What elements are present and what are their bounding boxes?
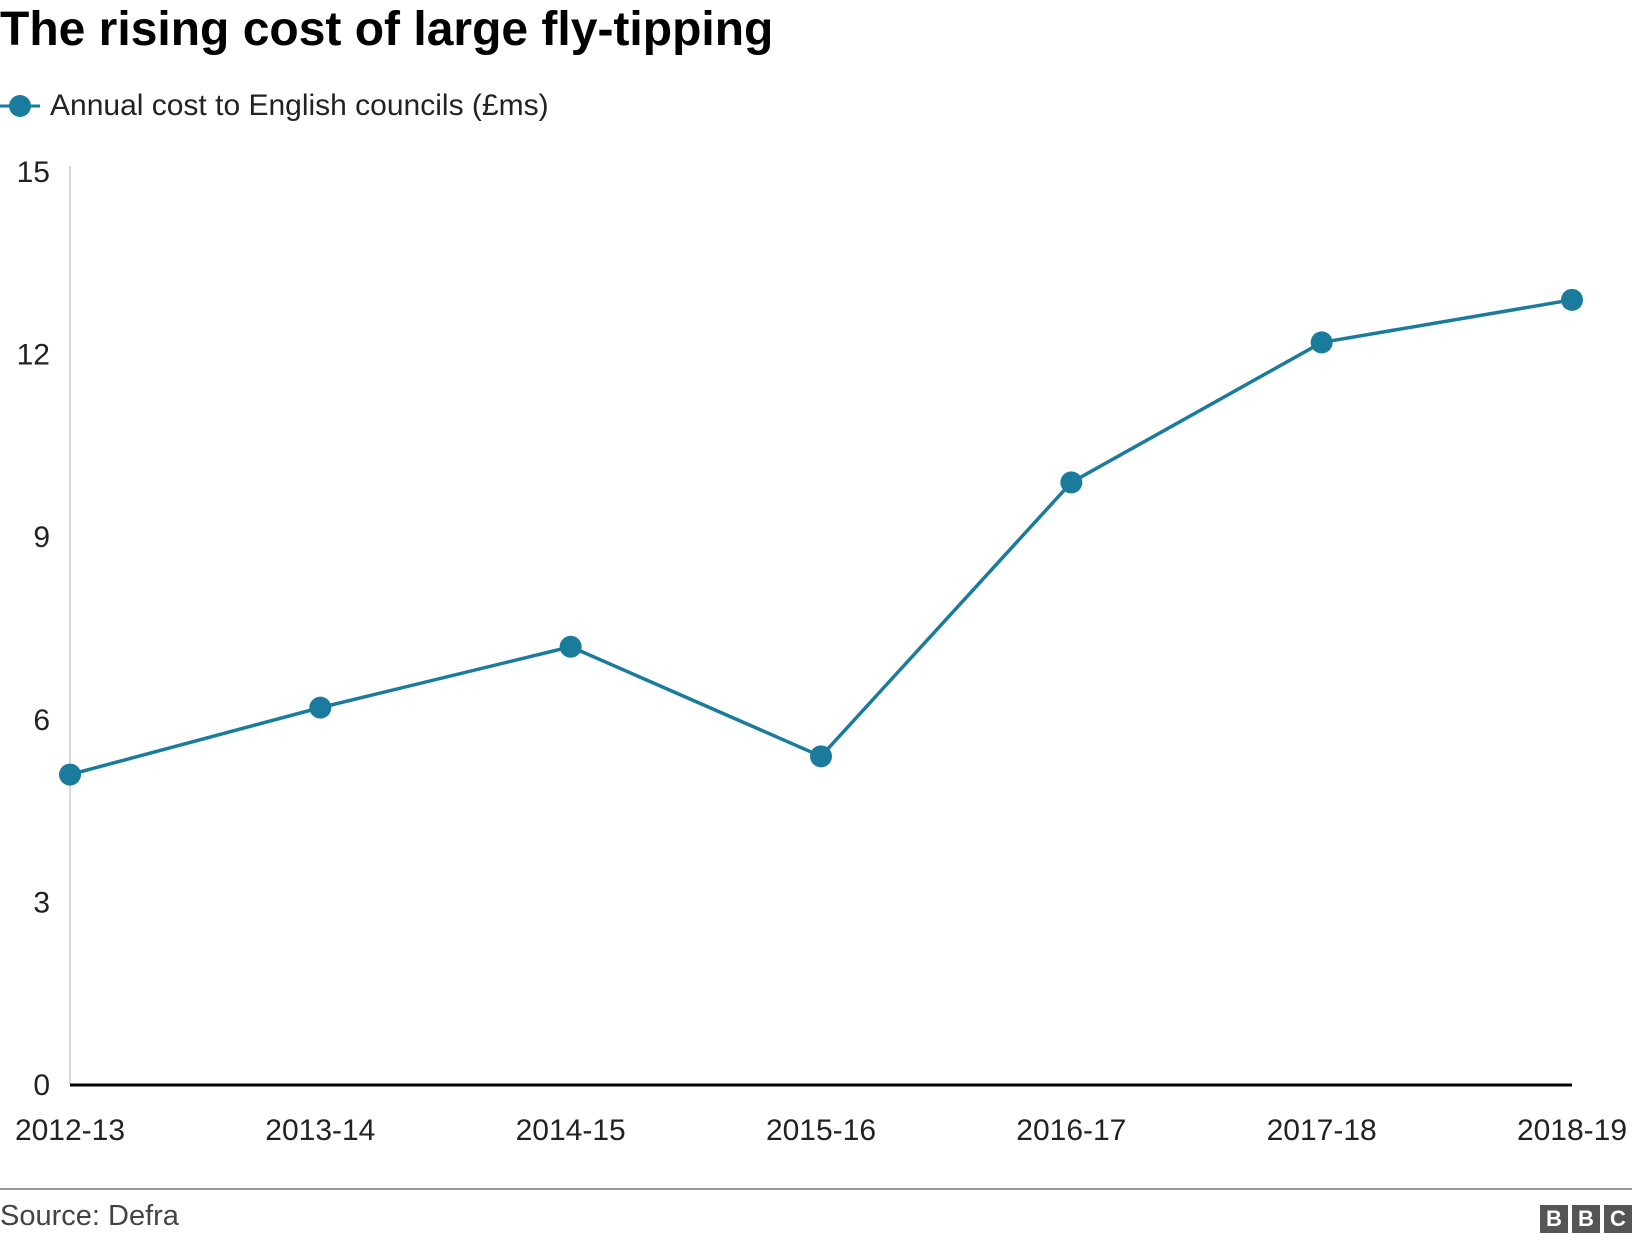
footer-divider (0, 1188, 1632, 1190)
y-tick-label: 6 (33, 704, 50, 737)
x-tick-label: 2012-13 (15, 1114, 125, 1147)
x-tick-label: 2017-18 (1267, 1114, 1377, 1147)
legend: Annual cost to English councils (£ms) (0, 86, 549, 126)
legend-label: Annual cost to English councils (£ms) (50, 89, 549, 122)
x-tick-label: 2015-16 (766, 1114, 876, 1147)
bbc-logo: B B C (1540, 1205, 1632, 1233)
data-point (559, 635, 582, 658)
series-line (68, 298, 1574, 777)
x-tick-label: 2016-17 (1016, 1114, 1126, 1147)
y-tick-label: 15 (17, 156, 50, 189)
y-tick-label: 12 (17, 339, 50, 372)
logo-letter: B (1572, 1205, 1600, 1233)
data-point (309, 696, 332, 719)
y-tick-label: 0 (33, 1069, 50, 1102)
x-tick-label: 2018-19 (1517, 1114, 1627, 1147)
data-point (59, 763, 81, 786)
data-point (810, 745, 832, 768)
chart-title: The rising cost of large fly-tipping (0, 3, 774, 56)
logo-letter: B (1540, 1205, 1568, 1233)
x-tick-label: 2014-15 (516, 1114, 626, 1147)
legend-swatch-icon (0, 95, 40, 117)
x-tick-label: 2013-14 (265, 1114, 375, 1147)
source-note: Source: Defra (0, 1200, 179, 1232)
data-point (1060, 471, 1083, 494)
y-tick-label: 9 (33, 521, 50, 554)
data-point (1561, 288, 1583, 311)
data-point (1310, 331, 1333, 354)
logo-letter: C (1604, 1205, 1632, 1233)
y-tick-label: 3 (33, 886, 50, 919)
